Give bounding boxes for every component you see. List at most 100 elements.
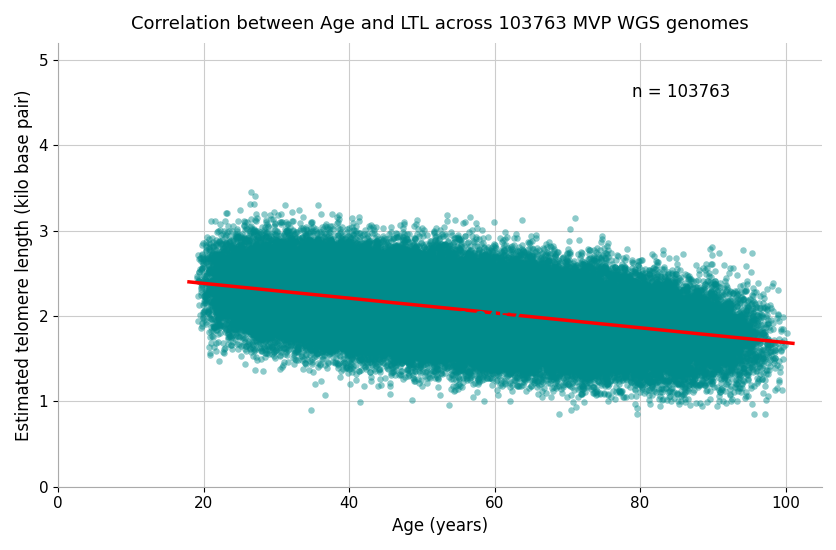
Point: [302, 244, 315, 253]
Point: [431, 284, 444, 293]
Point: [539, 316, 553, 325]
Point: [283, 238, 297, 247]
Point: [359, 263, 373, 272]
Point: [546, 321, 559, 330]
Point: [621, 324, 635, 333]
Point: [610, 318, 624, 327]
Point: [581, 303, 594, 312]
Point: [417, 314, 431, 322]
Point: [294, 296, 308, 305]
Point: [376, 288, 390, 296]
Point: [494, 333, 507, 342]
Point: [642, 319, 655, 328]
Point: [724, 351, 737, 360]
Point: [463, 300, 477, 309]
Point: [248, 285, 262, 294]
Point: [589, 288, 603, 297]
Point: [442, 291, 456, 300]
Point: [587, 336, 600, 344]
Point: [532, 301, 545, 310]
Point: [471, 284, 484, 293]
Point: [364, 299, 378, 308]
Point: [461, 329, 474, 338]
Point: [696, 325, 709, 334]
Point: [572, 288, 585, 296]
Point: [437, 263, 451, 272]
Point: [492, 292, 506, 301]
Point: [439, 297, 452, 306]
Point: [326, 305, 339, 314]
Point: [441, 269, 454, 278]
Point: [413, 368, 426, 377]
Point: [550, 314, 563, 322]
Point: [410, 375, 424, 383]
Point: [458, 324, 472, 333]
Point: [543, 280, 556, 289]
Point: [420, 335, 433, 344]
Point: [732, 361, 746, 370]
Point: [623, 299, 636, 308]
Point: [594, 318, 607, 327]
Point: [419, 280, 432, 289]
Point: [426, 306, 439, 315]
Point: [492, 312, 505, 321]
Point: [440, 287, 453, 296]
Point: [615, 345, 629, 354]
Point: [685, 316, 698, 325]
Point: [393, 304, 406, 312]
Point: [581, 282, 594, 291]
Point: [295, 329, 308, 338]
Point: [502, 328, 515, 337]
Point: [415, 302, 429, 311]
Point: [639, 315, 652, 323]
Point: [487, 323, 501, 332]
Point: [378, 313, 391, 322]
Point: [456, 313, 470, 322]
Point: [579, 331, 592, 340]
Point: [406, 296, 420, 305]
Point: [650, 307, 664, 316]
Point: [340, 267, 354, 276]
Point: [617, 342, 630, 350]
Point: [676, 320, 690, 328]
Point: [624, 307, 638, 316]
Point: [278, 279, 292, 288]
Point: [303, 301, 317, 310]
Point: [191, 250, 205, 259]
Point: [530, 355, 543, 364]
Point: [327, 312, 340, 321]
Point: [310, 293, 324, 301]
Point: [477, 288, 490, 297]
Point: [568, 309, 581, 317]
Point: [263, 321, 277, 329]
Point: [301, 294, 314, 302]
Point: [442, 304, 456, 313]
Point: [421, 300, 435, 309]
Point: [670, 307, 684, 316]
Point: [578, 293, 591, 301]
Point: [235, 251, 248, 260]
Point: [390, 233, 404, 241]
Point: [344, 293, 357, 302]
Point: [368, 287, 381, 295]
Point: [618, 336, 631, 344]
Point: [484, 308, 497, 317]
Point: [339, 257, 353, 266]
Point: [261, 277, 274, 286]
Point: [532, 326, 545, 334]
Point: [400, 293, 413, 301]
Point: [584, 329, 598, 338]
Point: [603, 354, 616, 362]
Point: [467, 317, 481, 326]
Point: [672, 287, 686, 296]
Point: [724, 296, 737, 305]
Point: [681, 320, 694, 328]
Point: [196, 253, 209, 262]
Point: [452, 333, 466, 342]
Point: [371, 311, 385, 320]
Point: [553, 334, 567, 343]
Point: [563, 342, 576, 351]
Point: [323, 349, 336, 358]
Point: [414, 257, 427, 266]
Point: [308, 306, 321, 315]
